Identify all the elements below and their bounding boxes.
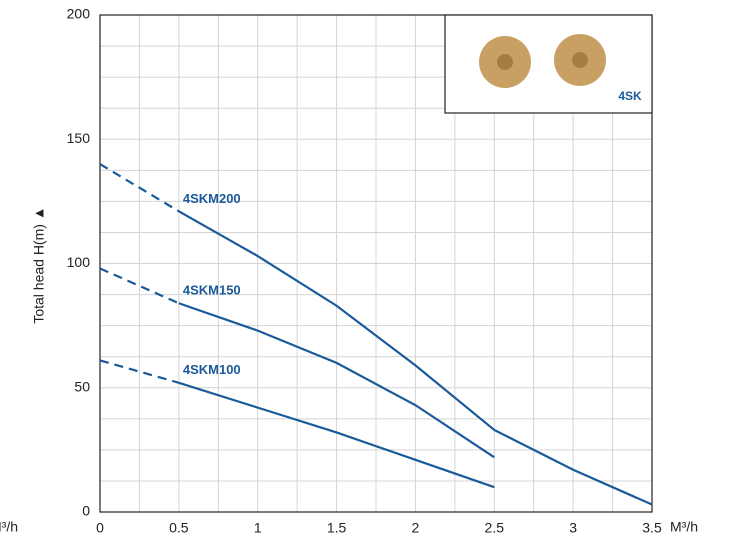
y-axis-label: Total head H(m) ▲ — [31, 206, 47, 323]
x-axis-unit: M³/h — [670, 519, 698, 535]
series-label: 4SKM150 — [183, 283, 241, 298]
y-tick-label: 0 — [82, 503, 90, 519]
series-label: 4SKM100 — [183, 362, 241, 377]
x-tick-label: 3.5 — [642, 520, 662, 536]
x-tick-label: 1 — [254, 520, 262, 536]
y-tick-label: 50 — [74, 378, 90, 394]
y-tick-label: 100 — [67, 254, 91, 270]
series-line — [178, 302, 495, 459]
series-label: 4SKM200 — [183, 191, 241, 206]
impeller-image — [572, 52, 588, 68]
inset-label: 4SK — [618, 89, 642, 103]
x-tick-label: 2 — [412, 520, 420, 536]
x-tick-label: 3 — [569, 520, 577, 536]
y-tick-label: 150 — [67, 130, 91, 146]
x-tick-label: 0 — [96, 520, 104, 536]
x-tick-label: 0.5 — [169, 520, 189, 536]
y-tick-label: 200 — [67, 6, 91, 22]
series-line — [99, 359, 180, 384]
series-line — [178, 210, 653, 506]
impeller-image — [497, 54, 513, 70]
x-tick-label: 2.5 — [485, 520, 505, 536]
series-line — [178, 381, 495, 489]
series-line — [99, 163, 180, 213]
x-axis-unit: M³/h — [0, 519, 18, 535]
x-tick-label: 1.5 — [327, 520, 347, 536]
plot-frame — [99, 14, 653, 513]
